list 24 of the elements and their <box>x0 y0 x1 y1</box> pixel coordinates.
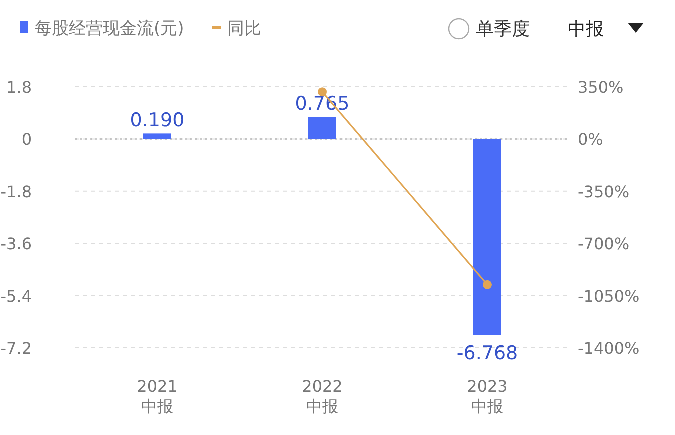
data-label: 0.190 <box>130 110 185 132</box>
bar <box>474 139 502 336</box>
x-tick-label: 2021 中报 <box>137 377 178 416</box>
y2-tick-label: -350% <box>578 182 630 202</box>
data-label: -6.768 <box>456 342 518 364</box>
y2-tick-label: -1400% <box>578 339 640 358</box>
y-tick-label: 0 <box>22 130 32 150</box>
legend-label: 同比 <box>227 19 262 39</box>
y-tick-label: -1.8 <box>0 182 32 202</box>
x-tick-label: 2022 中报 <box>302 377 343 416</box>
text: 单季度 <box>476 19 530 40</box>
y-tick-label: -7.2 <box>0 339 32 358</box>
y-tick-label: -3.6 <box>0 234 32 254</box>
bar <box>308 117 336 140</box>
x-tick-label: 2023 中报 <box>467 377 508 416</box>
legend-label: 每股经营现金流(元) <box>35 19 184 39</box>
text: 中报 <box>568 19 604 40</box>
y2-tick-label: 0% <box>578 130 604 150</box>
y-tick-label: -5.4 <box>0 286 32 306</box>
y2-tick-label: 350% <box>578 78 624 97</box>
y2-tick-label: -1050% <box>578 286 640 306</box>
y2-tick-label: -700% <box>578 234 630 254</box>
bar <box>144 134 172 140</box>
y-tick-label: 1.8 <box>6 78 32 97</box>
